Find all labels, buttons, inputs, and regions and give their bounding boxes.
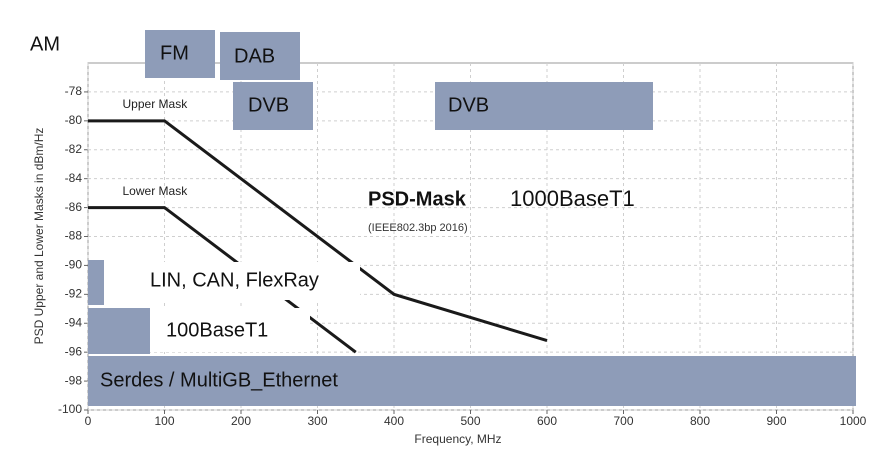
y-tick-label: -80 xyxy=(65,113,83,127)
band-box xyxy=(435,82,653,130)
x-tick-label: 900 xyxy=(766,414,786,428)
band-box xyxy=(150,308,310,352)
band-box xyxy=(105,262,360,300)
band-box xyxy=(233,82,313,130)
band-box xyxy=(145,30,215,78)
band-box xyxy=(88,308,150,354)
y-tick-label: -98 xyxy=(65,373,83,387)
band-label: DVB xyxy=(448,94,489,116)
mask-title: PSD-Mask xyxy=(368,188,467,210)
y-axis-label: PSD Upper and Lower Masks in dBm/Hz xyxy=(32,128,46,345)
y-tick-label: -90 xyxy=(65,258,83,272)
mask-standard: (IEEE802.3bp 2016) xyxy=(368,222,468,234)
x-tick-label: 300 xyxy=(307,414,327,428)
x-tick-label: 100 xyxy=(154,414,174,428)
x-tick-label: 400 xyxy=(384,414,404,428)
y-tick-label: -96 xyxy=(65,344,83,358)
series-label: Lower Mask xyxy=(123,184,189,198)
x-tick-label: 700 xyxy=(613,414,633,428)
band-box xyxy=(88,356,856,406)
band-label: DVB xyxy=(248,94,289,116)
mask-line xyxy=(88,206,357,354)
y-tick-label: -86 xyxy=(65,200,83,214)
x-tick-label: 200 xyxy=(231,414,251,428)
band-label: Serdes / MultiGB_Ethernet xyxy=(100,369,338,391)
y-tick-label: -82 xyxy=(65,142,83,156)
y-tick-label: -78 xyxy=(65,84,83,98)
x-tick-label: 800 xyxy=(690,414,710,428)
band-label: AM xyxy=(30,33,60,55)
y-tick-label: -94 xyxy=(65,315,83,329)
band-box xyxy=(220,32,300,80)
y-tick-label: -84 xyxy=(65,171,83,185)
band-label: DAB xyxy=(234,45,275,67)
band-label: LIN, CAN, FlexRay xyxy=(150,269,319,291)
x-tick-label: 0 xyxy=(85,414,92,428)
x-tick-label: 1000 xyxy=(840,414,867,428)
y-tick-label: -88 xyxy=(65,229,83,243)
x-axis-label: Frequency, MHz xyxy=(414,432,501,446)
x-tick-label: 600 xyxy=(537,414,557,428)
band-label: FM xyxy=(160,42,189,64)
band-box xyxy=(88,260,104,305)
x-tick-label: 500 xyxy=(460,414,480,428)
y-tick-label: -100 xyxy=(58,402,82,416)
y-tick-label: -92 xyxy=(65,287,83,301)
band-label: 100BaseT1 xyxy=(166,319,268,341)
mask-name: 1000BaseT1 xyxy=(510,186,635,211)
series-label: Upper Mask xyxy=(123,97,189,111)
mask-line xyxy=(88,119,548,343)
